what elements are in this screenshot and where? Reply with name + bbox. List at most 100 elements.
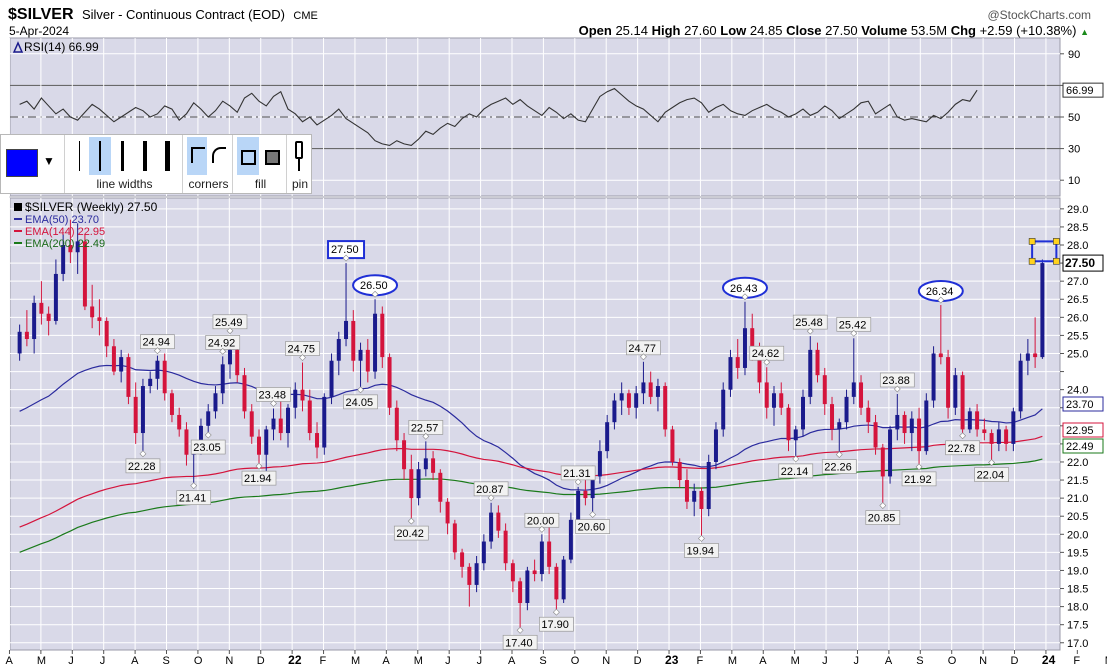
price-tick-label: 29.0	[1067, 204, 1088, 216]
pin-icon[interactable]	[295, 141, 303, 159]
candle-body	[358, 349, 363, 361]
candle-body	[554, 566, 559, 600]
annotation-marker	[255, 462, 263, 470]
candle-body	[365, 349, 370, 372]
box-handle	[1028, 238, 1036, 245]
price-tick-label: 25.5	[1067, 330, 1088, 342]
price-tick-label: 24.0	[1067, 385, 1088, 397]
round-corner-icon[interactable]	[212, 147, 226, 163]
candle-body	[489, 512, 494, 542]
annotation-value: 23.48	[259, 389, 287, 401]
annotation-marker	[407, 517, 415, 525]
filled-square-icon[interactable]	[265, 150, 280, 165]
rsi-tick-label: 90	[1068, 49, 1080, 61]
volume-value: 53.5M	[910, 23, 948, 38]
annotation-value: 26.50	[360, 280, 388, 292]
annotation-marker	[270, 400, 277, 407]
annotation-marker	[516, 626, 524, 634]
annotation-label-bg	[865, 510, 901, 525]
price-tick-label: 18.0	[1067, 602, 1088, 614]
ema-last-value: 23.70	[1066, 399, 1094, 411]
ema-last-value: 22.49	[1066, 441, 1094, 453]
candle-body	[97, 317, 102, 321]
pin-group[interactable]: pin	[289, 135, 311, 193]
candle-body	[619, 393, 624, 401]
x-tick-label: A	[508, 655, 516, 667]
annotation-value: 17.90	[541, 619, 569, 631]
line-width-4-icon[interactable]	[143, 141, 147, 171]
axes: 10 30 50 90 17.0 17.5 18.0 18.5 19.0 19.5 20.0 20.5…	[5, 49, 1107, 667]
annotation-marker	[204, 431, 212, 439]
candle-body	[104, 320, 109, 347]
ema-last-value: 22.95	[1066, 425, 1094, 437]
candle-body	[742, 328, 747, 368]
annotation-label-bg	[190, 439, 226, 455]
x-tick-label: 22	[288, 653, 302, 667]
price-tick-label: 17.5	[1067, 620, 1088, 632]
price-tick-label: 19.5	[1067, 547, 1088, 559]
price-tick-label: 26.0	[1067, 312, 1088, 324]
candle-body	[960, 375, 965, 430]
candle-body	[888, 429, 893, 477]
candle-body	[728, 357, 733, 390]
candle-body	[641, 382, 646, 394]
chart-date: 5-Apr-2024	[9, 24, 70, 38]
no-fill-button[interactable]	[237, 137, 259, 175]
x-tick-label: J	[853, 655, 859, 667]
candle-body	[1011, 411, 1016, 444]
annotation-marker	[698, 535, 705, 542]
candle-body	[445, 501, 450, 524]
candle-body	[431, 458, 436, 473]
candle-body	[206, 411, 211, 426]
line-width-3-icon[interactable]	[121, 141, 124, 171]
annotation-value: 22.14	[781, 466, 809, 478]
annotation-label-bg	[502, 634, 538, 650]
candle-body	[583, 490, 588, 499]
color-swatch[interactable]	[6, 149, 38, 177]
annotation-value: 20.87	[476, 484, 504, 496]
pin-needle-icon	[298, 159, 300, 171]
candle-body	[503, 530, 508, 564]
annotation-value: 24.77	[628, 343, 656, 355]
empty-square-icon	[241, 150, 256, 165]
x-tick-label: S	[163, 655, 170, 667]
candle-body	[880, 447, 885, 477]
annotation-value: 25.42	[839, 319, 867, 331]
candle-body	[989, 433, 994, 444]
close-value: 27.50	[825, 23, 858, 38]
x-tick-label: J	[68, 655, 74, 667]
candle-body	[801, 396, 806, 430]
fill-group: fill	[235, 135, 287, 193]
price-tick-label: 21.0	[1067, 493, 1088, 505]
x-tick-label: F	[696, 655, 703, 667]
candle-body	[286, 407, 291, 434]
candle-body	[155, 360, 160, 379]
close-label: Close	[786, 23, 822, 38]
x-tick-label: M	[1105, 655, 1107, 667]
x-tick-label: S	[916, 655, 923, 667]
candle-body	[837, 422, 842, 430]
line-width-5-icon[interactable]	[165, 141, 170, 171]
color-picker[interactable]: ▼	[1, 135, 65, 193]
annotation-marker	[937, 296, 945, 304]
candle-body	[452, 523, 457, 553]
square-corner-button[interactable]	[187, 137, 207, 175]
annotation-value: 26.34	[926, 286, 954, 298]
open-value: 25.14	[615, 23, 648, 38]
annotation-label-bg	[901, 471, 937, 487]
candle-body	[140, 386, 145, 434]
chevron-down-icon[interactable]: ▼	[43, 154, 55, 168]
price-tick-label: 22.0	[1067, 457, 1088, 469]
candle-body	[532, 570, 537, 575]
annotation-label-bg	[821, 459, 857, 474]
annotation-value: 21.92	[904, 474, 932, 486]
candle-body	[162, 360, 167, 394]
candle-body	[713, 429, 718, 462]
candle-body	[198, 425, 203, 448]
annotation-marker	[806, 327, 814, 335]
annotation-label-bg	[343, 394, 378, 410]
brand-label: @StockCharts.com	[987, 8, 1091, 22]
chg-value: +2.59 (+10.38%)	[979, 23, 1077, 38]
annotation-marker	[538, 525, 546, 533]
annotation-value: 22.28	[128, 461, 156, 473]
